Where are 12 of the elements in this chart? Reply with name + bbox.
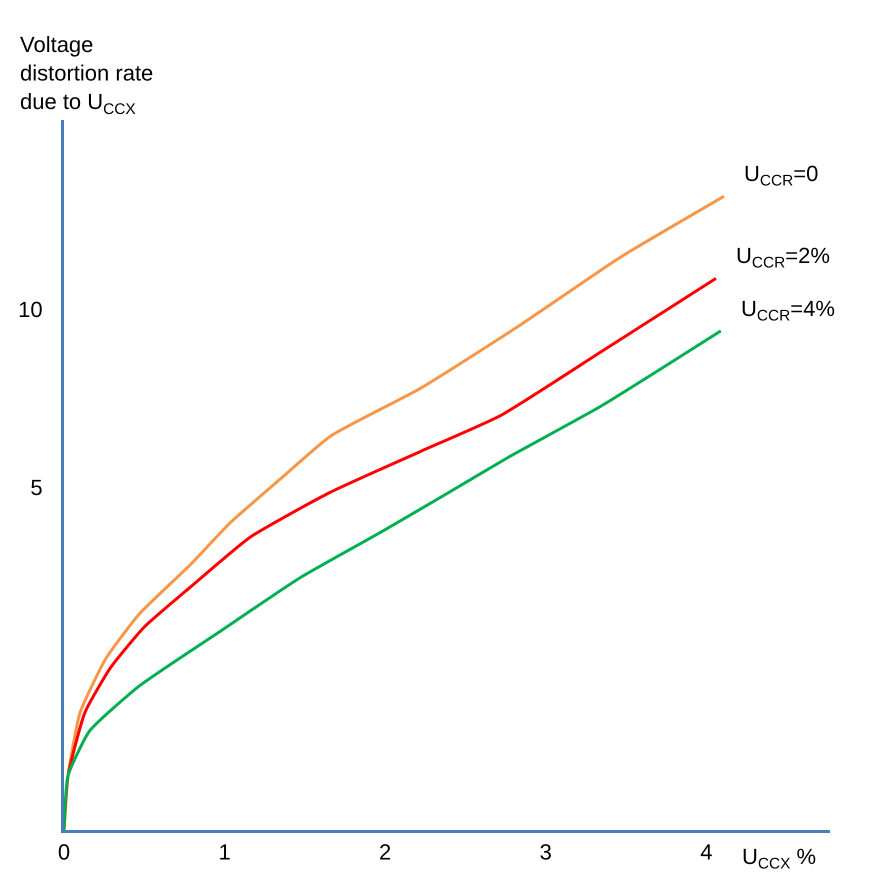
x-tick-label: 3: [540, 839, 552, 864]
x-tick-label: 4: [700, 839, 712, 864]
y-tick-label: 5: [30, 475, 43, 500]
series-label: U$_{CCR}$=4%: [741, 296, 835, 325]
series-label: U$_{CCR}$=2%: [736, 243, 830, 272]
x-tick-label: 1: [218, 839, 231, 864]
x-tick-label: 2: [379, 839, 392, 864]
x-tick-label: 0: [58, 839, 70, 864]
x-axis-title: U$_{CCX}$ %: [742, 844, 816, 873]
y-tick-label: 10: [18, 296, 43, 322]
series-label: U$_{CCR}$=0: [744, 161, 818, 190]
y-axis-title: Voltage distortion rate due to U$_{CCX}$: [20, 32, 154, 118]
